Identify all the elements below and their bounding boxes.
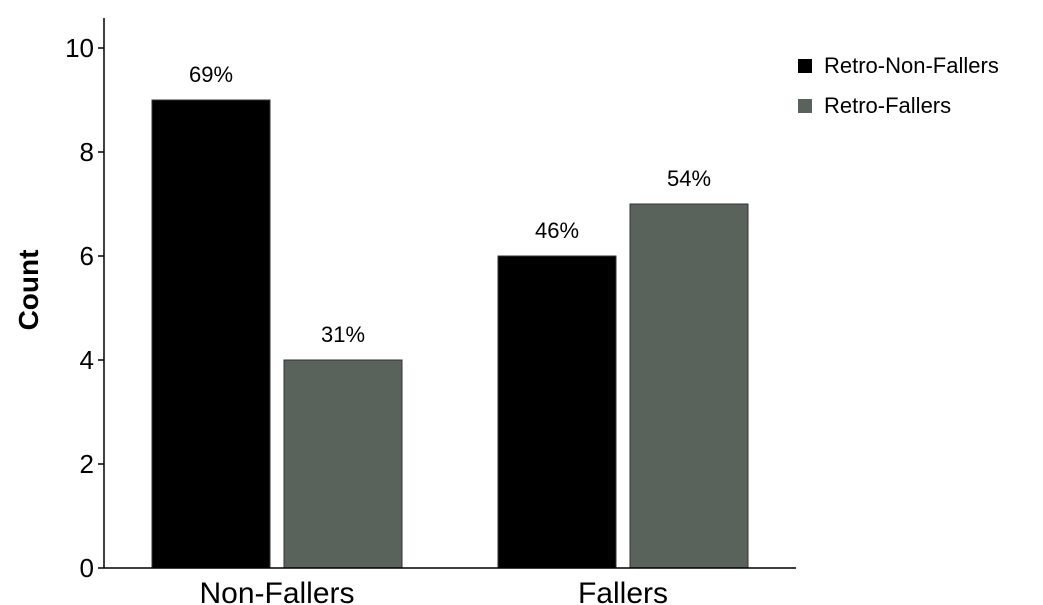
bar — [151, 99, 271, 569]
x-category-label: Fallers — [578, 577, 668, 605]
y-tick-label: 0 — [80, 553, 94, 583]
y-tick-label: 4 — [80, 345, 94, 375]
x-category-label: Non-Fallers — [199, 577, 354, 605]
legend: Retro-Non-Fallers Retro-Fallers — [798, 53, 999, 118]
y-tick-label: 10 — [65, 33, 94, 63]
plot-area: 0 2 4 6 8 10 69% 31% Non-Fallers 46% 54% Fallers — [65, 33, 749, 605]
y-tick-label: 2 — [80, 449, 94, 479]
bar — [497, 255, 617, 569]
bar — [283, 359, 403, 569]
data-label: 46% — [535, 218, 579, 243]
data-label: 31% — [321, 322, 365, 347]
legend-swatch — [798, 99, 812, 113]
y-tick-label: 8 — [80, 137, 94, 167]
y-axis-title: Count — [13, 250, 44, 331]
bar — [629, 203, 749, 569]
legend-label: Retro-Non-Fallers — [824, 53, 999, 78]
data-label: 54% — [667, 166, 711, 191]
y-tick-label: 6 — [80, 241, 94, 271]
legend-swatch — [798, 59, 812, 73]
legend-label: Retro-Fallers — [824, 93, 951, 118]
data-label: 69% — [189, 62, 233, 87]
